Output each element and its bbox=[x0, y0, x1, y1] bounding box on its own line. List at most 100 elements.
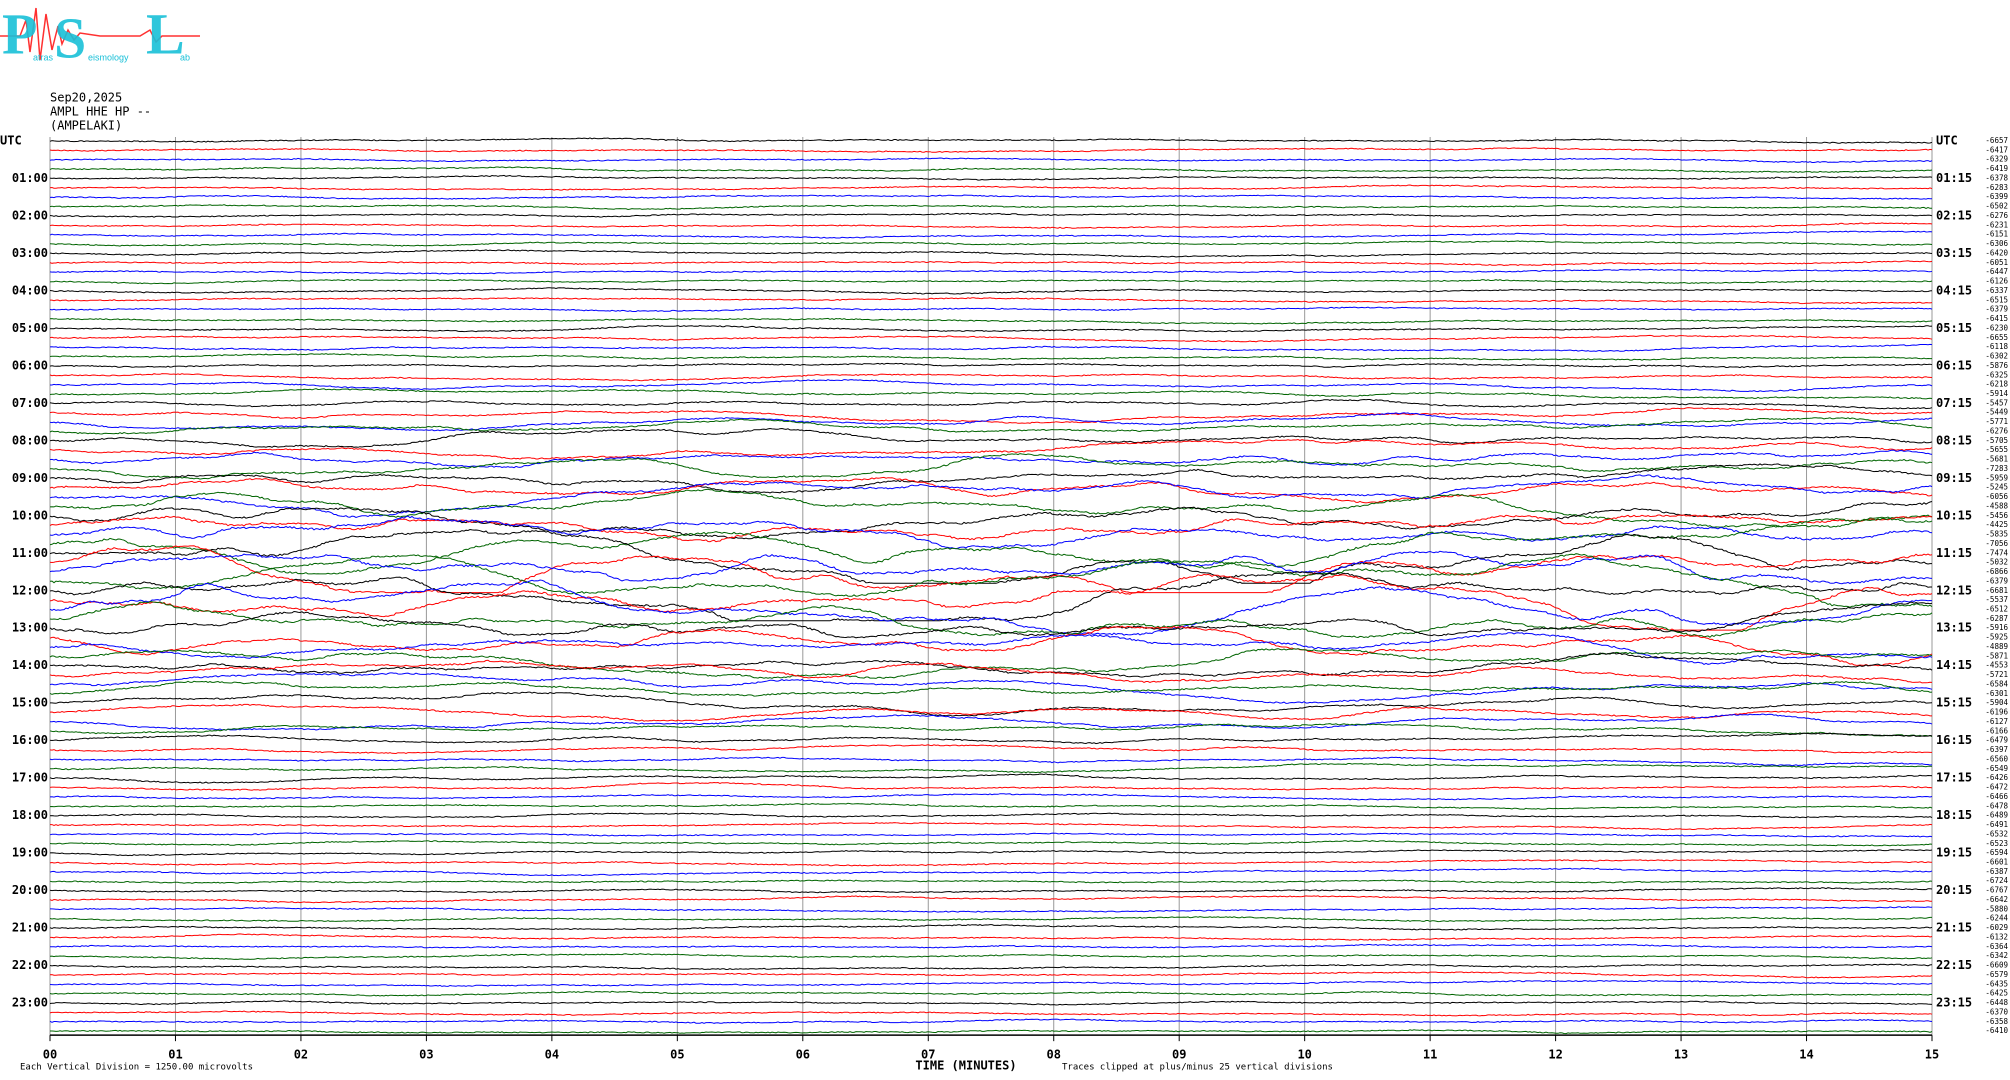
trace-offset: -5705 bbox=[1985, 436, 2008, 445]
trace-offset: -6126 bbox=[1985, 277, 2008, 286]
trace bbox=[49, 474, 1933, 519]
trace-offset: -7283 bbox=[1985, 464, 2008, 473]
trace-offset: -5925 bbox=[1985, 633, 2008, 642]
left-hour-label: 21:00 bbox=[12, 921, 48, 935]
left-hour-label: 16:00 bbox=[12, 733, 48, 747]
trace-offset: -6325 bbox=[1985, 370, 2008, 379]
trace-offset: -6767 bbox=[1985, 886, 2008, 895]
trace bbox=[49, 515, 1933, 550]
trace bbox=[49, 971, 1933, 979]
trace-offset: -6276 bbox=[1985, 426, 2008, 435]
trace bbox=[49, 398, 1933, 410]
right-hour-label: 08:15 bbox=[1936, 433, 1972, 447]
trace-offset: -6029 bbox=[1985, 923, 2008, 932]
trace-offset: -6302 bbox=[1985, 352, 2008, 361]
right-hour-label: UTC bbox=[1936, 134, 1958, 148]
trace-offset: -6523 bbox=[1985, 839, 2008, 848]
trace bbox=[49, 953, 1933, 960]
trace-offset: -6489 bbox=[1985, 811, 2008, 820]
right-hour-label: 16:15 bbox=[1936, 733, 1972, 747]
trace bbox=[49, 723, 1933, 737]
trace bbox=[49, 840, 1933, 847]
trace-offset: -6549 bbox=[1985, 764, 2008, 773]
trace-offset: -5880 bbox=[1985, 904, 2008, 913]
trace bbox=[49, 249, 1933, 258]
trace bbox=[49, 438, 1933, 460]
left-hour-label: 22:00 bbox=[12, 958, 48, 972]
trace bbox=[49, 550, 1933, 585]
right-hour-label: 23:15 bbox=[1936, 996, 1972, 1010]
trace-offset: -6447 bbox=[1985, 267, 2008, 276]
right-hour-label: 13:15 bbox=[1936, 621, 1972, 635]
trace-offset: -7056 bbox=[1985, 539, 2008, 548]
trace-offset: -5914 bbox=[1985, 389, 2008, 398]
trace-offset: -6425 bbox=[1985, 989, 2008, 998]
trace bbox=[49, 601, 1933, 639]
trace bbox=[49, 417, 1933, 435]
trace bbox=[49, 287, 1933, 295]
trace bbox=[49, 528, 1932, 584]
trace bbox=[49, 545, 1933, 594]
x-tick-label: 00 bbox=[43, 1048, 57, 1062]
trace-offset: -4553 bbox=[1985, 661, 2008, 670]
trace-offset: -5876 bbox=[1985, 361, 2008, 370]
trace-offset: -6276 bbox=[1985, 211, 2008, 220]
trace bbox=[50, 933, 1933, 941]
x-tick-label: 02 bbox=[294, 1048, 308, 1062]
trace bbox=[49, 648, 1933, 679]
trace-offset: -6560 bbox=[1985, 754, 2008, 763]
trace bbox=[50, 379, 1933, 393]
trace bbox=[49, 812, 1933, 819]
trace bbox=[49, 659, 1933, 684]
trace bbox=[49, 343, 1933, 352]
trace bbox=[49, 517, 1933, 575]
trace-offset: -6218 bbox=[1985, 380, 2008, 389]
trace-offset: -5835 bbox=[1985, 530, 2008, 539]
trace bbox=[50, 822, 1933, 831]
trace bbox=[49, 501, 1933, 540]
trace-offset: -6478 bbox=[1985, 801, 2008, 810]
trace-offset: -6379 bbox=[1985, 305, 2008, 314]
x-tick-label: 10 bbox=[1297, 1048, 1311, 1062]
trace bbox=[49, 832, 1933, 838]
trace-offset: -6301 bbox=[1985, 689, 2008, 698]
trace-offset: -6051 bbox=[1985, 258, 2008, 267]
trace-offset: -5871 bbox=[1985, 651, 2008, 660]
trace bbox=[49, 802, 1933, 810]
trace-offset: -6532 bbox=[1985, 829, 2008, 838]
trace bbox=[49, 703, 1932, 722]
trace-offset: -5916 bbox=[1985, 623, 2008, 632]
trace-offset: -6642 bbox=[1985, 895, 2008, 904]
trace-offset: -6287 bbox=[1985, 614, 2008, 623]
trace bbox=[49, 1010, 1933, 1017]
left-hour-label: 05:00 bbox=[12, 321, 48, 335]
x-tick-label: 09 bbox=[1172, 1048, 1186, 1062]
trace-offset: -5681 bbox=[1985, 455, 2008, 464]
trace bbox=[49, 652, 1933, 678]
trace-offset: -6502 bbox=[1985, 202, 2008, 211]
logo-word: ab bbox=[180, 52, 190, 62]
x-tick-label: 06 bbox=[796, 1048, 810, 1062]
trace-offset: -6244 bbox=[1985, 914, 2008, 923]
note: Traces clipped at plus/minus 25 vertical… bbox=[1062, 1063, 1333, 1073]
trace-offset: -6342 bbox=[1985, 951, 2008, 960]
trace-offset: -4588 bbox=[1985, 501, 2008, 510]
trace-offset: -6420 bbox=[1985, 248, 2008, 257]
trace bbox=[49, 763, 1932, 774]
x-tick-label: 03 bbox=[419, 1048, 433, 1062]
trace bbox=[49, 632, 1933, 665]
left-hour-label: 09:00 bbox=[12, 471, 48, 485]
trace bbox=[49, 463, 1933, 494]
left-hour-label: 01:00 bbox=[12, 171, 48, 185]
x-tick-label: 15 bbox=[1925, 1048, 1939, 1062]
trace-offset: -5032 bbox=[1985, 558, 2008, 567]
right-hour-label: 11:15 bbox=[1936, 546, 1972, 560]
trace-offset: -7474 bbox=[1985, 548, 2008, 557]
trace bbox=[49, 573, 1933, 631]
left-hour-label: 20:00 bbox=[12, 883, 48, 897]
trace bbox=[49, 488, 1933, 528]
trace bbox=[49, 476, 1933, 504]
right-hour-label: 02:15 bbox=[1936, 208, 1972, 222]
logo-letter: L bbox=[146, 1, 185, 66]
